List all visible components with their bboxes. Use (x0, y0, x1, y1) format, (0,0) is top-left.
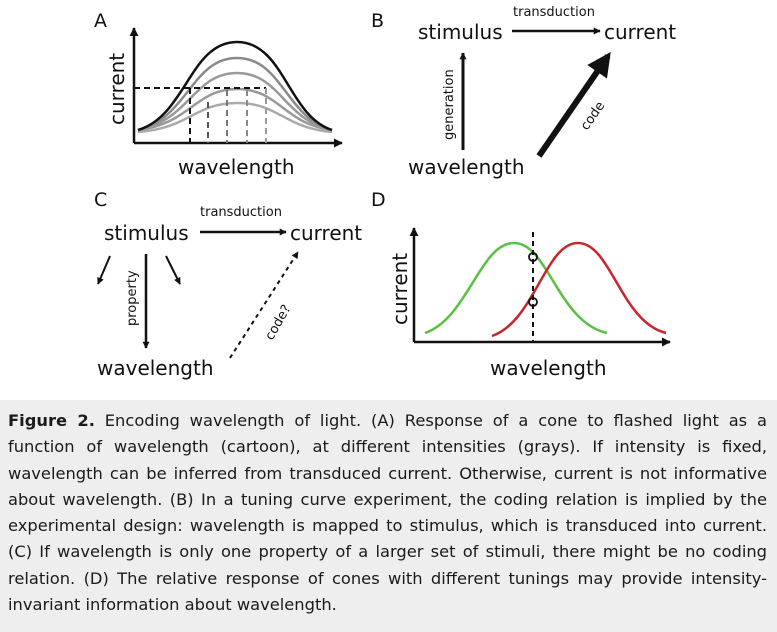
panel-a-intensity-curve (137, 56, 333, 132)
panel-b-code-label: code (578, 99, 608, 133)
panel-c-letter: C (94, 189, 107, 211)
panel-c-property-label: property (125, 270, 140, 326)
panel-a-intensity-curve (137, 71, 333, 132)
panel-b-current: current (604, 20, 676, 44)
figure-caption-text: Encoding wavelength of light. (A) Respon… (8, 411, 767, 615)
panel-d: D wavelength current (371, 189, 671, 380)
panel-b-generation-label: generation (442, 69, 457, 140)
panel-d-xlabel: wavelength (490, 356, 607, 380)
panel-d-red-cone-curve (491, 241, 667, 338)
panel-b: B stimulus current transduction generati… (371, 5, 676, 179)
figure-diagram: A wavelength current B stimulus current … (94, 5, 676, 380)
panel-d-green-intersection-marker (528, 252, 538, 262)
panel-c-transduction-label: transduction (200, 205, 282, 220)
panel-a: A wavelength current (94, 10, 343, 179)
panel-b-stimulus: stimulus (418, 20, 503, 44)
panel-b-code-arrow (536, 52, 611, 158)
panel-a-letter: A (94, 10, 107, 32)
panel-d-letter: D (371, 189, 386, 211)
panel-d-ylabel: current (388, 253, 412, 325)
figure-caption: Figure 2. Encoding wavelength of light. … (0, 400, 777, 632)
panel-c-code-label: code? (262, 302, 294, 343)
panel-c-side-arrow-right (165, 255, 181, 285)
panel-a-intensity-curve (137, 101, 333, 134)
figure-caption-label: Figure 2. (8, 411, 95, 430)
panel-a-xlabel: wavelength (178, 155, 295, 179)
panel-d-red-intersection-marker (528, 297, 538, 307)
panel-c-wavelength: wavelength (97, 356, 214, 380)
panel-b-transduction-label: transduction (513, 5, 595, 20)
panel-c-stimulus: stimulus (104, 221, 189, 245)
panel-c-code-arrow (229, 251, 299, 359)
panel-d-green-cone-curve (424, 241, 608, 335)
panel-c-side-arrow-left (97, 255, 111, 285)
panel-c-current: current (290, 221, 362, 245)
panel-b-letter: B (371, 10, 384, 32)
panel-a-ylabel: current (105, 53, 129, 125)
panel-a-max-intensity-curve (137, 40, 333, 132)
panel-c: C stimulus current transduction property… (94, 189, 362, 380)
panel-b-wavelength: wavelength (408, 155, 525, 179)
